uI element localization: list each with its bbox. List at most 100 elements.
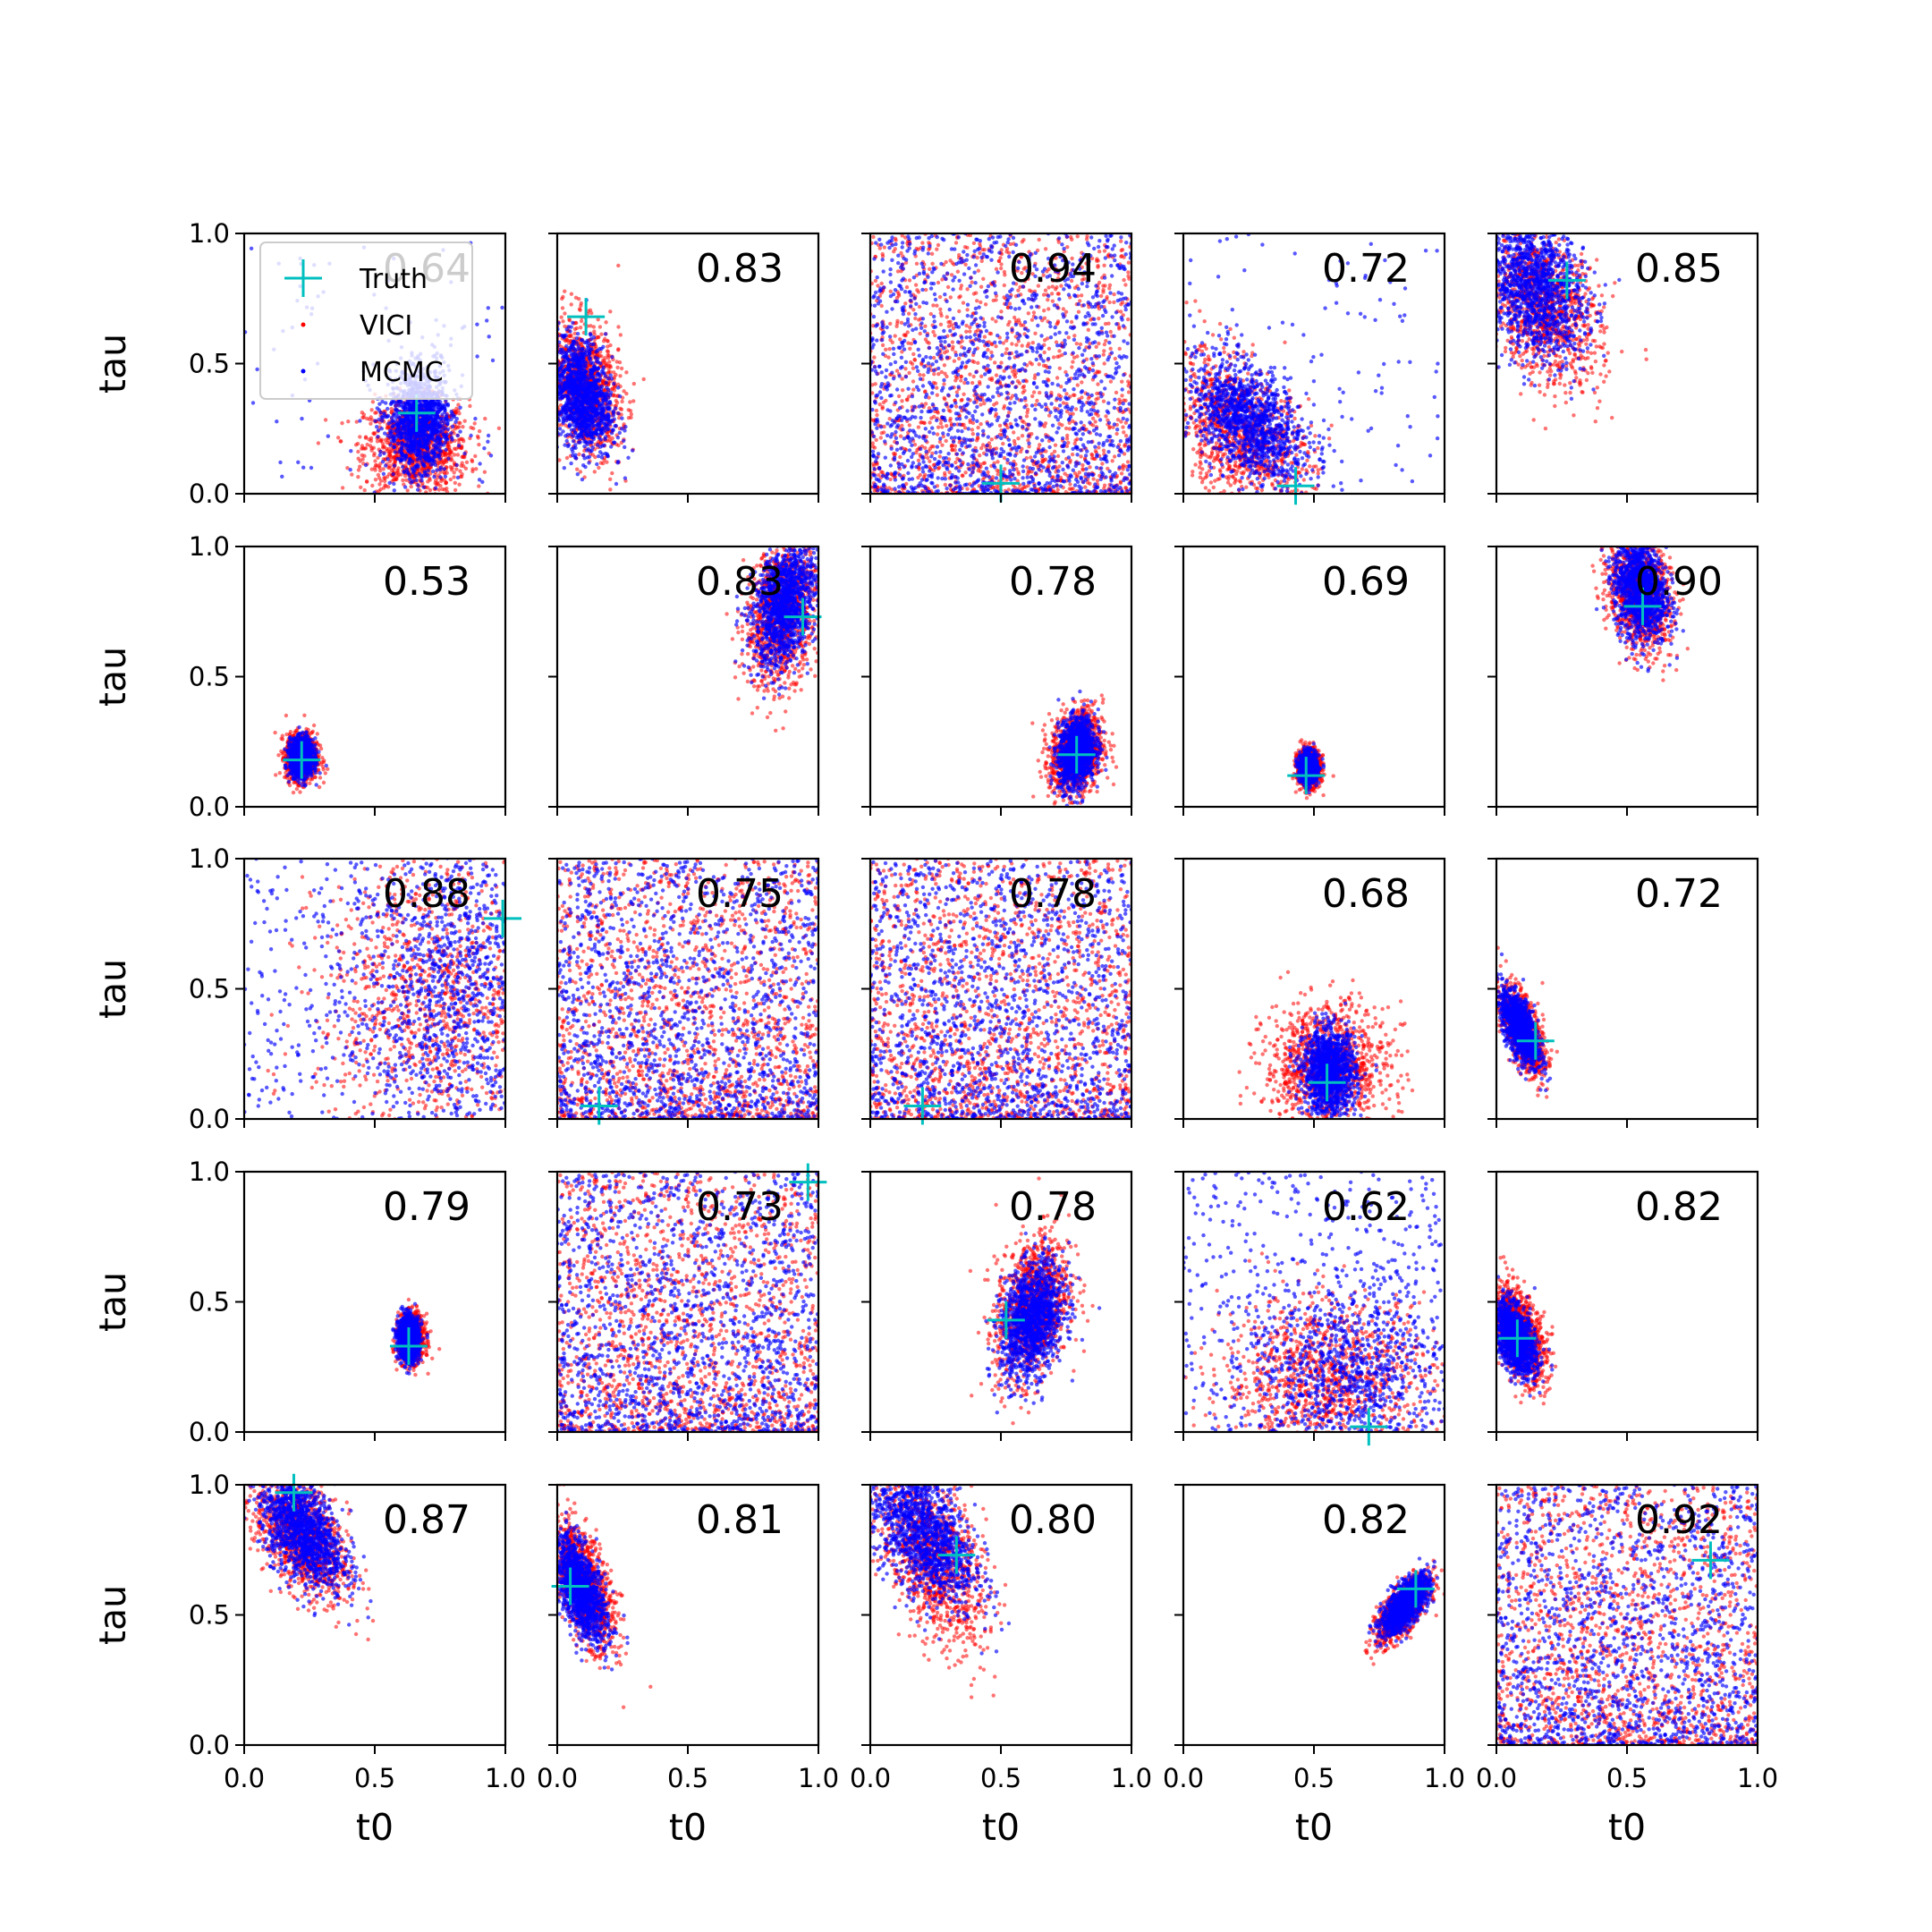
mcmc-point (414, 479, 418, 482)
mcmc-point (586, 344, 589, 348)
vici-point (360, 411, 364, 414)
mcmc-point (610, 419, 614, 423)
mcmc-point (605, 422, 608, 426)
mcmc-point (602, 371, 606, 375)
vici-point (619, 333, 623, 336)
vici-point (599, 333, 603, 336)
mcmc-point (380, 419, 384, 422)
vici-point (473, 421, 477, 425)
mcmc-point (441, 428, 445, 432)
mcmc-point (564, 386, 567, 390)
vici-point (471, 427, 475, 430)
mcmc-point (584, 370, 588, 374)
mcmc-point (395, 423, 399, 427)
mcmc-point (443, 467, 446, 470)
vici-point (452, 475, 455, 479)
mcmc-point (574, 404, 578, 408)
mcmc-point (568, 329, 572, 333)
vici-point (606, 349, 609, 352)
vici-point (449, 478, 453, 481)
mcmc-point (596, 367, 599, 370)
mcmc-point (594, 401, 597, 404)
mcmc-point (438, 403, 442, 407)
mcmc-point (399, 436, 402, 440)
vici-point (457, 425, 461, 428)
mcmc-point (623, 445, 626, 449)
mcmc-point (623, 476, 627, 479)
vici-point (372, 446, 376, 450)
mcmc-point (394, 450, 397, 453)
mcmc-point (589, 431, 593, 435)
vici-point (385, 441, 388, 445)
mcmc-point (592, 377, 596, 381)
mcmc-point (606, 453, 609, 456)
mcmc-point (424, 438, 428, 442)
mcmc-point (564, 355, 568, 359)
y-tick-label: 0.0 (189, 479, 230, 509)
mcmc-point (593, 392, 597, 395)
mcmc-point (418, 472, 421, 476)
vici-point (360, 453, 364, 457)
mcmc-point (609, 445, 613, 448)
vici-point (616, 348, 620, 352)
vici-point (615, 401, 619, 404)
mcmc-point (415, 434, 419, 437)
mcmc-point (398, 419, 402, 423)
mcmc-point (588, 352, 591, 355)
vici-point (363, 488, 367, 492)
mcmc-point (611, 428, 614, 432)
mcmc-point (584, 428, 588, 431)
mcmc-point (426, 446, 429, 450)
mcmc-point (442, 433, 445, 436)
mcmc-point (436, 415, 439, 419)
vici-point (604, 320, 607, 324)
mcmc-point (570, 428, 573, 432)
vici-point (575, 468, 579, 471)
vici-point (461, 425, 464, 428)
mcmc-point (569, 462, 572, 465)
mcmc-point (581, 408, 585, 411)
vici-point (356, 450, 360, 453)
mcmc-point (478, 462, 481, 465)
mcmc-point (589, 449, 593, 453)
vici-point (362, 416, 366, 419)
mcmc-point (587, 406, 590, 410)
mcmc-point (456, 476, 460, 479)
mcmc-point (576, 375, 580, 378)
vici-point (1014, 343, 1018, 346)
mcmc-point (392, 472, 395, 476)
vici-point (999, 309, 1003, 313)
mcmc-point (597, 374, 601, 377)
mcmc-point (432, 475, 436, 479)
mcmc-point (605, 381, 608, 385)
mcmc-point (384, 463, 387, 467)
vici-point (434, 479, 437, 482)
mcmc-point (562, 406, 565, 410)
vici-point (880, 304, 884, 308)
mcmc-point (389, 444, 393, 447)
mcmc-point (571, 321, 574, 325)
vici-point (356, 442, 360, 445)
mcmc-point (438, 468, 442, 471)
mcmc-point (584, 419, 588, 422)
mcmc-point (561, 355, 564, 359)
mcmc-point (599, 431, 603, 435)
vici-point (445, 480, 448, 484)
vici-point (629, 416, 632, 419)
vici-point (574, 321, 578, 325)
mcmc-point (574, 370, 578, 374)
mcmc-point (326, 435, 330, 438)
vici-point (462, 455, 465, 459)
mcmc-point (475, 354, 479, 358)
mcmc-point (588, 455, 591, 459)
mcmc-point (622, 439, 625, 443)
vici-point (996, 460, 999, 463)
mcmc-point (280, 475, 284, 479)
y-tick-label: 0.5 (189, 349, 230, 379)
vici-point (579, 326, 582, 329)
vici-point (928, 420, 931, 424)
vici-point (470, 460, 474, 463)
mcmc-point (565, 327, 569, 331)
mcmc-point (609, 391, 613, 394)
